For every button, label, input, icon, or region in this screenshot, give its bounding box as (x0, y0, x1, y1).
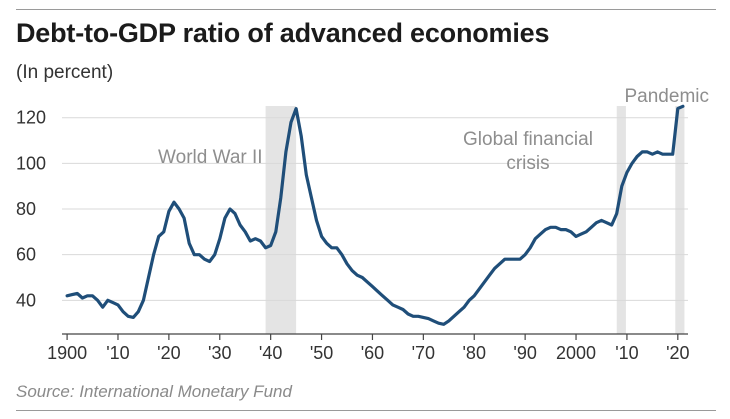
x-tick-label-2010: '10 (615, 343, 638, 363)
annotation-global-financial-crisis: Global financial crisis (463, 129, 593, 174)
x-tick-label-1910: '10 (106, 343, 129, 363)
series-line-debt-to-gdp (65, 104, 685, 326)
chart-title: Debt-to-GDP ratio of advanced economies (16, 18, 550, 48)
annotation-gfc-line-2: crisis (506, 153, 549, 174)
y-tick-label-40: 40 (16, 290, 36, 310)
shaded-band-0 (265, 106, 297, 334)
chart-subtitle: (In percent) (16, 62, 114, 83)
shaded-band-2 (675, 106, 685, 334)
x-tick-label-2020: '20 (666, 343, 689, 363)
x-tick-label-1950: '50 (310, 343, 333, 363)
y-tick-label-60: 60 (16, 245, 36, 265)
x-tick-label-1940: '40 (259, 343, 282, 363)
source-note: Source: International Monetary Fund (16, 382, 292, 401)
x-tick-label-1960: '60 (361, 343, 384, 363)
x-tick-label-1980: '80 (463, 343, 486, 363)
x-tick-label-2000: 2000 (556, 343, 596, 363)
x-tick-label-1970: '70 (412, 343, 435, 363)
x-tick-label-1990: '90 (513, 343, 536, 363)
y-tick-label-120: 120 (16, 108, 46, 128)
annotation-world-war-ii: World War II (158, 147, 263, 168)
top-rule (16, 9, 716, 10)
x-tick-label-1920: '20 (157, 343, 180, 363)
annotation-pandemic: Pandemic (625, 86, 710, 107)
y-tick-label-100: 100 (16, 153, 46, 173)
bottom-rule (16, 410, 716, 411)
annotation-gfc-line-1: Global financial (463, 129, 593, 150)
shaded-band-1 (616, 106, 626, 334)
x-tick-label-1900: 1900 (47, 343, 87, 363)
x-tick-label-1930: '30 (208, 343, 231, 363)
y-tick-label-80: 80 (16, 199, 36, 219)
